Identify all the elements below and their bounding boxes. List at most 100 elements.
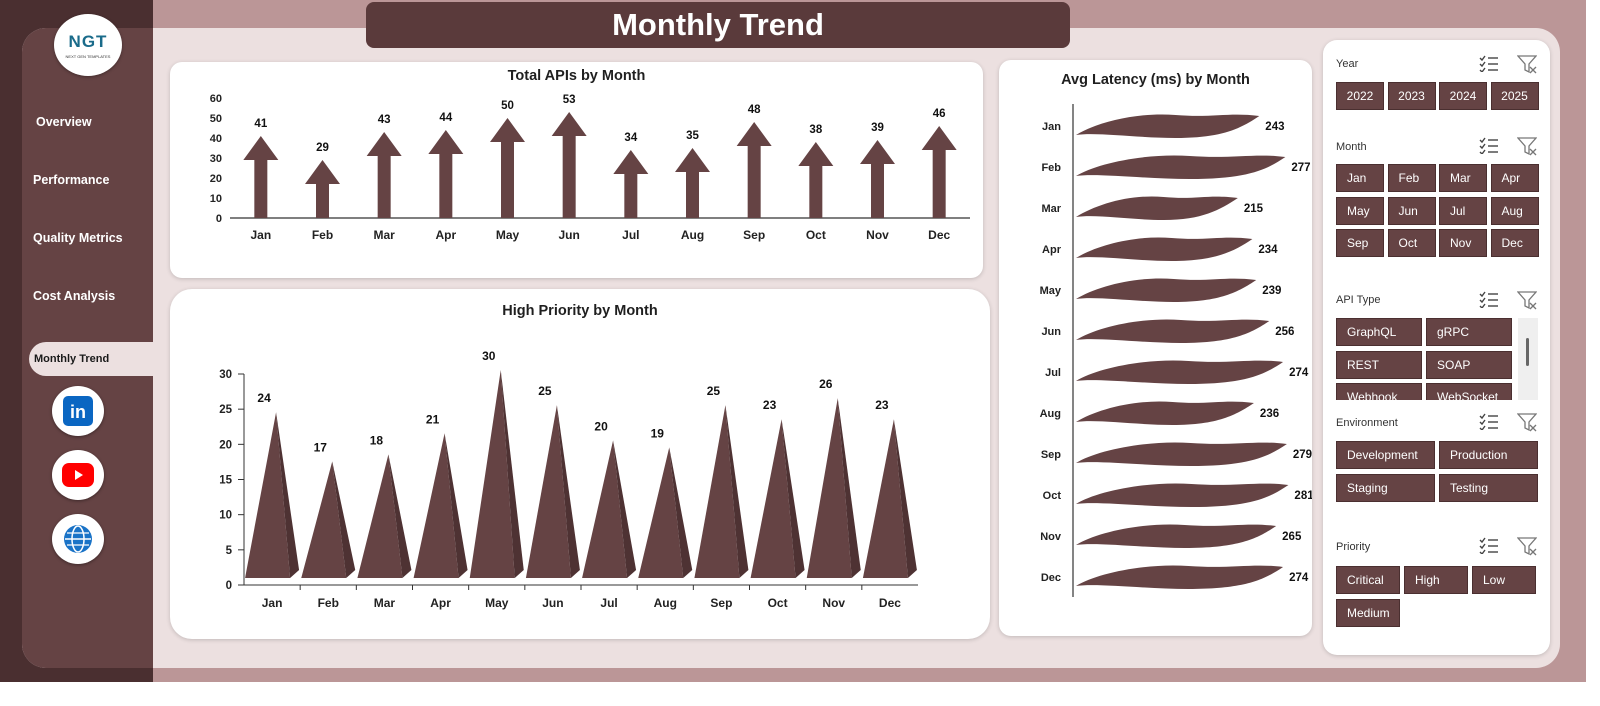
- sidebar-item-quality-metrics[interactable]: Quality Metrics: [33, 231, 123, 245]
- api-type-chip-websocket[interactable]: WebSocket: [1426, 383, 1512, 400]
- clear-filter-icon[interactable]: [1517, 54, 1537, 74]
- priority-chip-high[interactable]: High: [1404, 566, 1468, 594]
- environment-chip-development[interactable]: Development: [1336, 441, 1435, 469]
- slicer-icons-environment: [1479, 412, 1537, 432]
- latency-bar-dec: [1076, 565, 1284, 589]
- bar-nov: [860, 140, 895, 218]
- api-type-chip-webhook[interactable]: Webhook: [1336, 383, 1422, 400]
- latency-bar-aug: [1076, 401, 1254, 425]
- latency-bar-jul: [1076, 360, 1284, 384]
- linkedin-button[interactable]: in: [52, 386, 104, 436]
- logo-subtitle: NEXT GEN TEMPLATES: [65, 53, 111, 59]
- y-tick-label: Dec: [1041, 572, 1061, 584]
- month-chip-sep[interactable]: Sep: [1336, 229, 1384, 257]
- api-type-list: GraphQL gRPC REST SOAP Webhook WebSocket: [1323, 318, 1518, 400]
- month-chip-feb[interactable]: Feb: [1387, 164, 1436, 192]
- latency-bar-jan: [1076, 114, 1260, 138]
- bar-sep: [736, 122, 772, 218]
- clear-filter-icon[interactable]: [1517, 536, 1537, 556]
- priority-chip-medium[interactable]: Medium: [1336, 599, 1400, 627]
- data-label: 274: [1289, 367, 1309, 379]
- month-chip-jan[interactable]: Jan: [1336, 164, 1384, 192]
- data-label: 48: [748, 104, 761, 116]
- data-label: 19: [651, 426, 665, 440]
- y-tick-label: Sep: [1041, 449, 1061, 461]
- sidebar-item-monthly-trend[interactable]: Monthly Trend: [34, 353, 110, 365]
- data-label: 39: [871, 122, 884, 134]
- month-chip-mar[interactable]: Mar: [1439, 164, 1487, 192]
- multi-select-icon[interactable]: [1479, 536, 1499, 554]
- pyramid-front-jun: [525, 405, 571, 578]
- month-chip-may[interactable]: May: [1336, 196, 1384, 225]
- x-tick-label: Apr: [435, 228, 456, 242]
- bar-may: [490, 118, 525, 218]
- clear-filter-icon[interactable]: [1517, 290, 1537, 310]
- year-chip-2024[interactable]: 2024: [1439, 82, 1487, 110]
- month-chip-oct[interactable]: Oct: [1387, 229, 1436, 257]
- slicer-icons-api-type: [1479, 290, 1537, 310]
- data-label: 53: [563, 94, 576, 106]
- api-type-chip-grpc[interactable]: gRPC: [1426, 318, 1512, 346]
- latency-bar-mar: [1076, 196, 1238, 220]
- multi-select-icon[interactable]: [1479, 136, 1499, 154]
- scrollbar-thumb[interactable]: [1526, 338, 1529, 366]
- data-label: 26: [819, 377, 833, 391]
- pyramid-front-dec: [862, 419, 908, 578]
- clear-filter-icon[interactable]: [1517, 412, 1537, 432]
- multi-select-icon[interactable]: [1479, 290, 1499, 308]
- website-button[interactable]: [52, 514, 104, 564]
- data-label: 265: [1282, 531, 1302, 543]
- sidebar-item-performance[interactable]: Performance: [33, 173, 110, 187]
- api-type-chip-graphql[interactable]: GraphQL: [1336, 318, 1422, 346]
- x-tick-label: Mar: [374, 596, 396, 610]
- environment-chip-staging[interactable]: Staging: [1336, 473, 1435, 502]
- x-tick-label: May: [496, 228, 520, 242]
- api-type-chip-rest[interactable]: REST: [1336, 350, 1422, 379]
- pyramid-side-feb: [332, 461, 356, 578]
- month-chip-apr[interactable]: Apr: [1490, 164, 1539, 192]
- month-chip-dec[interactable]: Dec: [1490, 229, 1539, 257]
- x-tick-label: Jan: [262, 596, 283, 610]
- environment-chip-testing[interactable]: Testing: [1439, 473, 1538, 502]
- environment-chip-production[interactable]: Production: [1439, 441, 1538, 469]
- x-tick-label: Mar: [373, 228, 395, 242]
- year-chip-2025[interactable]: 2025: [1490, 82, 1539, 110]
- latency-bar-oct: [1076, 483, 1289, 507]
- pyramid-side-jul: [613, 440, 637, 578]
- chart-title-avg-latency: Avg Latency (ms) by Month: [1061, 72, 1250, 88]
- month-chip-jun[interactable]: Jun: [1387, 196, 1436, 225]
- y-tick-label: Aug: [1040, 408, 1061, 420]
- month-chip-jul[interactable]: Jul: [1439, 196, 1487, 225]
- data-label: 44: [439, 112, 452, 124]
- api-type-scrollbar[interactable]: [1518, 318, 1538, 400]
- bar-oct: [798, 142, 834, 218]
- sidebar-item-cost-analysis[interactable]: Cost Analysis: [33, 289, 116, 303]
- year-chip-2023[interactable]: 2023: [1387, 82, 1436, 110]
- multi-select-icon[interactable]: [1479, 412, 1499, 430]
- pyramid-front-jan: [245, 412, 291, 578]
- data-label: 29: [316, 142, 329, 154]
- sidebar-item-overview[interactable]: Overview: [36, 115, 92, 129]
- year-chip-2022[interactable]: 2022: [1336, 82, 1384, 110]
- multi-select-icon[interactable]: [1479, 54, 1499, 72]
- filter-panel: Year Month API Type Environment Priority: [1323, 40, 1550, 655]
- priority-chip-critical[interactable]: Critical: [1336, 566, 1400, 594]
- x-tick-label: Jul: [600, 596, 617, 610]
- clear-filter-icon[interactable]: [1517, 136, 1537, 156]
- pyramid-front-apr: [413, 433, 459, 578]
- bar-mar: [366, 132, 402, 218]
- pyramid-front-may: [469, 370, 515, 578]
- month-chip-nov[interactable]: Nov: [1439, 229, 1487, 257]
- y-tick-label: 50: [210, 113, 222, 125]
- month-chip-aug[interactable]: Aug: [1490, 196, 1539, 225]
- linkedin-glyph: in: [70, 402, 86, 422]
- y-tick-label: 15: [219, 475, 232, 487]
- y-tick-label: Jan: [1042, 121, 1061, 133]
- youtube-button[interactable]: [52, 450, 104, 500]
- pyramid-side-may: [500, 370, 524, 578]
- api-type-chip-soap[interactable]: SOAP: [1426, 350, 1512, 379]
- data-label: 34: [624, 132, 637, 144]
- priority-chip-low[interactable]: Low: [1472, 566, 1536, 594]
- sidebar-item-monthly-trend-active[interactable]: [29, 342, 155, 376]
